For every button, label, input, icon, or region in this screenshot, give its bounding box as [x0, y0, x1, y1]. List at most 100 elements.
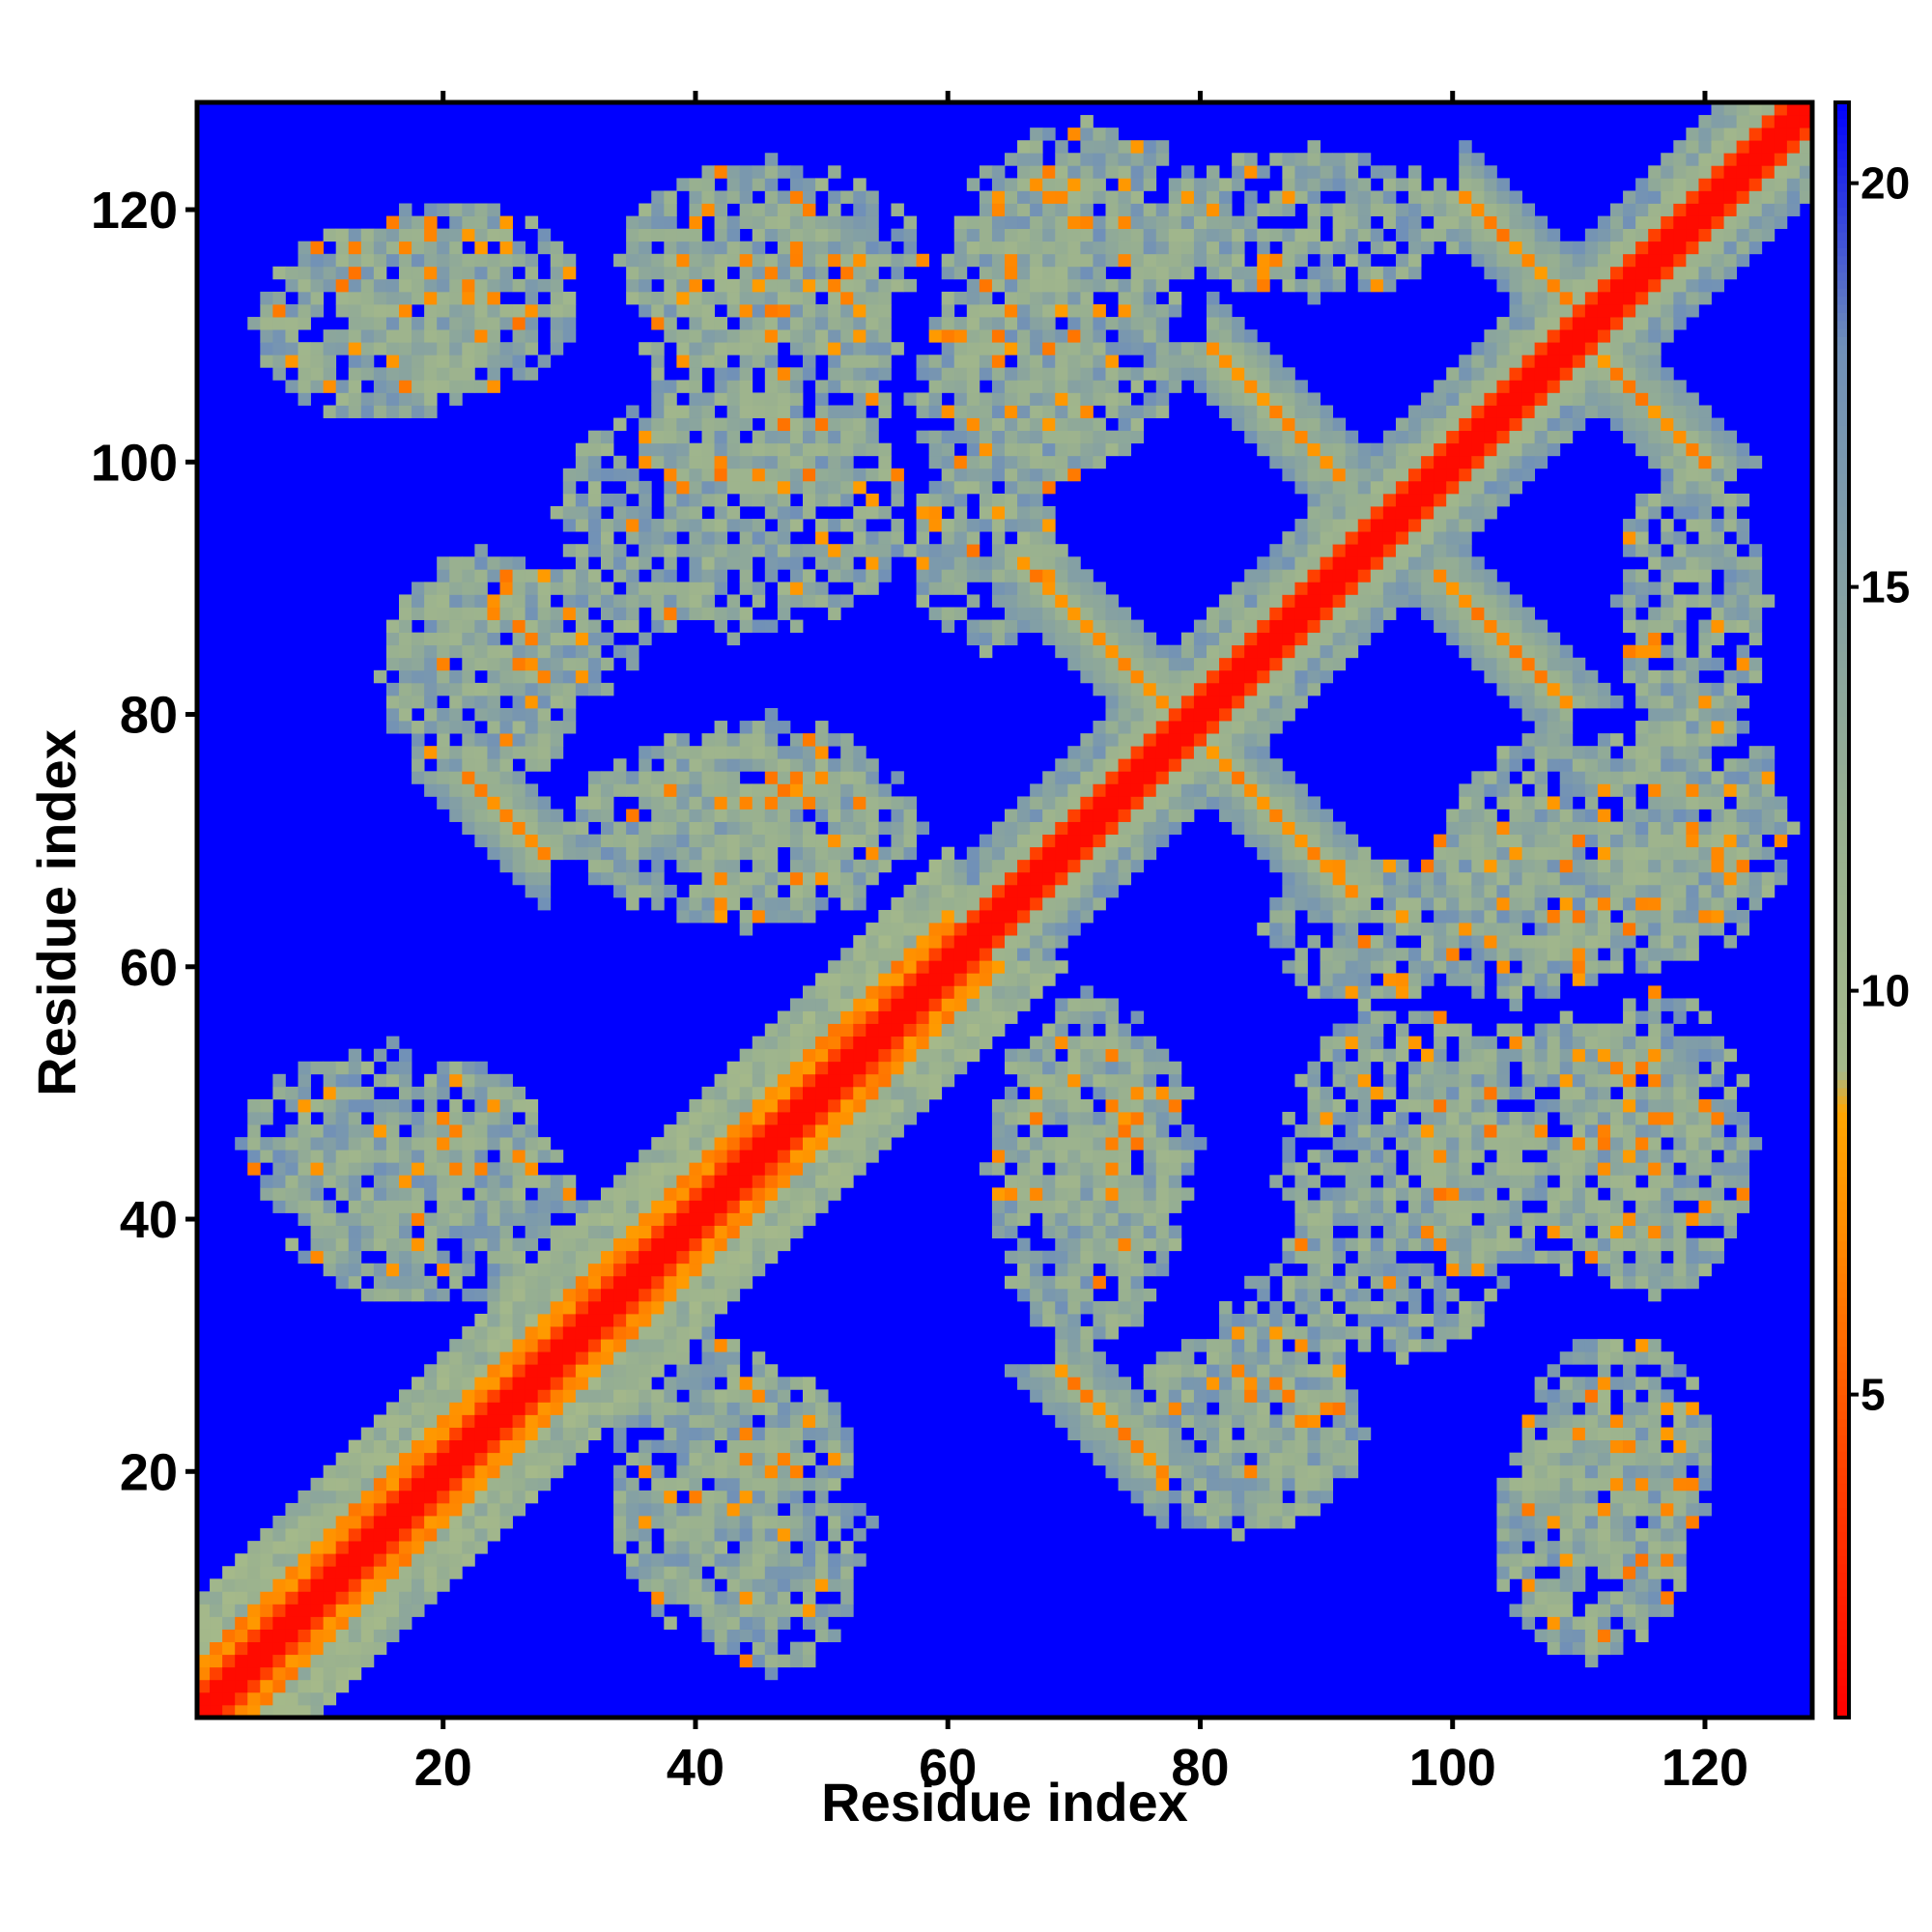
heatmap-cell	[928, 430, 943, 444]
heatmap-cell	[399, 1200, 412, 1213]
heatmap-cell	[437, 1124, 450, 1138]
heatmap-cell	[651, 846, 665, 861]
heatmap-cell	[1080, 669, 1094, 684]
heatmap-cell	[285, 1124, 298, 1138]
heatmap-cell	[1030, 1112, 1043, 1125]
heatmap-cell	[399, 1098, 412, 1113]
heatmap-cell	[853, 960, 867, 974]
heatmap-cell	[626, 215, 639, 230]
heatmap-cell	[701, 519, 715, 532]
heatmap-cell	[562, 291, 577, 305]
heatmap-cell	[840, 228, 854, 242]
heatmap-cell	[562, 569, 577, 582]
heatmap-cell	[499, 657, 513, 671]
heatmap-cell	[866, 1073, 879, 1088]
heatmap-cell	[1180, 1414, 1195, 1428]
heatmap-cell	[1093, 253, 1106, 268]
heatmap-cell	[764, 1502, 779, 1517]
heatmap-cell	[1017, 809, 1031, 822]
heatmap-cell	[462, 253, 475, 268]
heatmap-cell	[525, 733, 539, 747]
heatmap-cell	[714, 203, 728, 216]
heatmap-cell	[828, 1427, 841, 1441]
heatmap-cell	[789, 556, 804, 570]
heatmap-cell	[323, 1073, 337, 1088]
heatmap-cell	[866, 253, 879, 268]
heatmap-cell	[1055, 1389, 1068, 1403]
heatmap-cell	[1130, 417, 1145, 432]
heatmap-cell	[437, 367, 450, 381]
heatmap-cell	[1055, 304, 1068, 318]
heatmap-cell	[412, 266, 425, 280]
heatmap-cell	[499, 1351, 513, 1365]
heatmap-cell	[373, 1200, 387, 1213]
heatmap-cell	[714, 1263, 728, 1277]
heatmap-cell	[928, 1061, 943, 1075]
heatmap-cell	[689, 380, 702, 393]
heatmap-cell	[298, 304, 311, 318]
heatmap-cell	[903, 1112, 917, 1125]
heatmap-cell	[385, 1275, 400, 1290]
heatmap-cell	[1105, 607, 1119, 620]
heatmap-cell	[1155, 1098, 1170, 1113]
heatmap-cell	[651, 1464, 665, 1479]
heatmap-cell	[1055, 253, 1068, 268]
heatmap-cell	[310, 1225, 325, 1239]
heatmap-cell	[777, 1414, 791, 1428]
heatmap-cell	[512, 632, 526, 646]
heatmap-cell	[399, 228, 412, 242]
heatmap-cell	[701, 1288, 715, 1302]
heatmap-cell	[298, 266, 311, 280]
heatmap-cell	[575, 1275, 589, 1290]
heatmap-cell	[260, 1553, 273, 1567]
heatmap-cell	[525, 1150, 539, 1163]
heatmap-cell	[462, 228, 475, 242]
heatmap-cell	[1193, 253, 1208, 268]
heatmap-cell	[1155, 771, 1170, 784]
heatmap-cell	[499, 556, 513, 570]
heatmap-cell	[1130, 657, 1145, 671]
heatmap-cell	[1232, 355, 1245, 368]
heatmap-cell	[385, 228, 400, 242]
heatmap-cell	[1080, 1439, 1094, 1454]
heatmap-cell	[235, 1666, 248, 1681]
heatmap-cell	[1232, 1389, 1245, 1403]
heatmap-cell	[499, 1439, 513, 1454]
heatmap-cell	[1193, 783, 1208, 797]
heatmap-cell	[1030, 1263, 1043, 1277]
heatmap-cell	[512, 821, 526, 836]
heatmap-cell	[487, 342, 500, 355]
heatmap-cell	[323, 1541, 337, 1554]
heatmap-cell	[1180, 355, 1195, 368]
heatmap-cell	[323, 405, 337, 418]
heatmap-cell	[1093, 1250, 1106, 1264]
heatmap-cell	[412, 1237, 425, 1252]
heatmap-cell	[689, 1288, 702, 1302]
heatmap-cell	[222, 1666, 236, 1681]
heatmap-cell	[399, 1212, 412, 1226]
heatmap-cell	[777, 291, 791, 305]
heatmap-cell	[1005, 253, 1018, 268]
heatmap-cell	[891, 910, 904, 923]
heatmap-cell	[701, 582, 715, 595]
heatmap-cell	[1207, 1339, 1220, 1352]
heatmap-cell	[815, 215, 829, 230]
heatmap-cell	[385, 253, 400, 268]
heatmap-cell	[1030, 1175, 1043, 1188]
heatmap-cell	[1067, 859, 1081, 873]
heatmap-cell	[323, 1212, 337, 1226]
heatmap-cell	[1180, 1516, 1195, 1529]
heatmap-cell	[1042, 380, 1056, 393]
heatmap-cell	[437, 1150, 450, 1163]
heatmap-cell	[1118, 392, 1132, 406]
heatmap-cell	[1017, 985, 1031, 999]
heatmap-cell	[499, 1137, 513, 1151]
heatmap-cell	[979, 329, 993, 343]
heatmap-cell	[272, 1073, 286, 1088]
heatmap-cell	[601, 1200, 614, 1213]
heatmap-cell	[499, 682, 513, 696]
heatmap-cell	[360, 1591, 375, 1605]
heatmap-cell	[601, 1225, 614, 1239]
heatmap-cell	[916, 569, 930, 582]
heatmap-cell	[512, 241, 526, 255]
